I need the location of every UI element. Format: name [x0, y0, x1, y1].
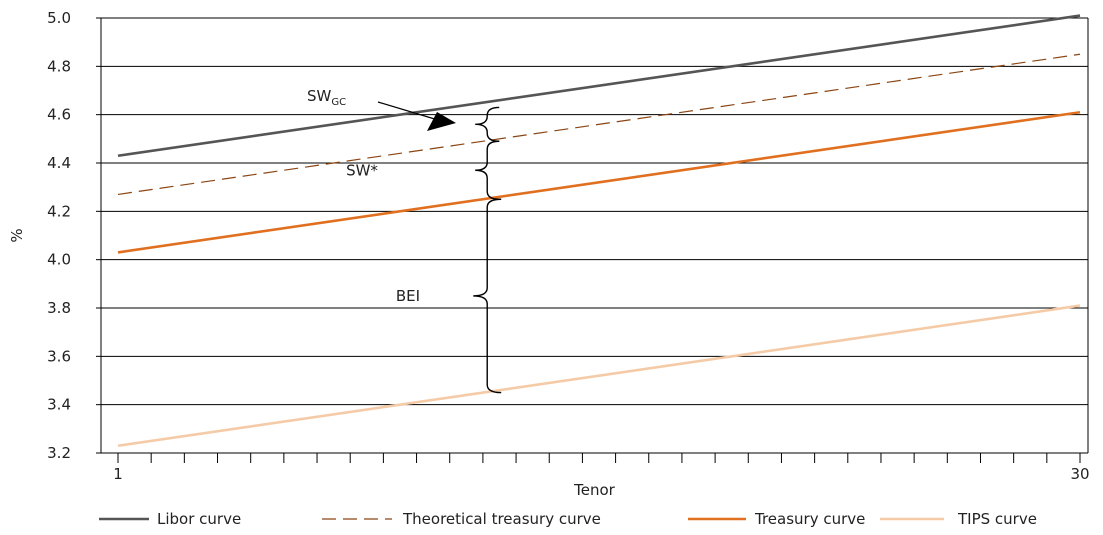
axes: [96, 17, 1089, 454]
grid-lines: [101, 17, 1088, 454]
y-tick-label: 4.2: [47, 202, 71, 220]
legend-label-treasury-curve: Treasury curve: [754, 510, 865, 528]
legend-label-theoretical-treasury-curve: Theoretical treasury curve: [402, 510, 601, 528]
swgc-arrowhead: [427, 112, 456, 131]
swgc-label: SWGC: [307, 87, 346, 108]
libor-curve-line: [117, 14, 1081, 158]
y-tick-label: 3.4: [47, 396, 71, 414]
legend-label-libor-curve: Libor curve: [157, 510, 241, 528]
theoretical-treasury-curve-line: [117, 53, 1081, 196]
y-axis-ticks: 3.2 3.4 3.6 3.8 4.0 4.2 4.4 4.6 4.8 5.0: [47, 9, 71, 462]
swgc-arrow-line: [377, 101, 439, 121]
y-tick-label: 3.8: [47, 299, 71, 317]
legend-label-tips-curve: TIPS curve: [957, 510, 1037, 528]
series-lines: [117, 14, 1081, 448]
sw-star-brace: [475, 140, 500, 200]
y-tick-label: 4.4: [47, 154, 71, 172]
y-tick-label: 4.6: [47, 106, 71, 124]
y-tick-label: 3.6: [47, 347, 71, 365]
y-axis-label: %: [8, 228, 26, 242]
annotations: SWGC SW* BEI: [307, 87, 502, 394]
x-tick-label: 1: [113, 465, 123, 483]
bei-label: BEI: [396, 287, 420, 305]
y-tick-label: 3.2: [47, 444, 71, 462]
swgc-brace: [475, 106, 500, 142]
treasury-curve-line: [117, 110, 1081, 254]
y-tick-label: 5.0: [47, 9, 71, 27]
y-tick-label: 4.0: [47, 251, 71, 269]
x-tick-label: 30: [1070, 465, 1089, 483]
x-axis-ticks: 1 30: [113, 453, 1090, 483]
x-axis-label: Tenor: [573, 481, 616, 499]
legend: Libor curve Theoretical treasury curve Tre…: [99, 510, 1037, 528]
bei-brace: [473, 198, 502, 394]
y-tick-label: 4.8: [47, 57, 71, 75]
sw-star-label: SW*: [346, 161, 378, 179]
tips-curve-line: [117, 304, 1081, 448]
